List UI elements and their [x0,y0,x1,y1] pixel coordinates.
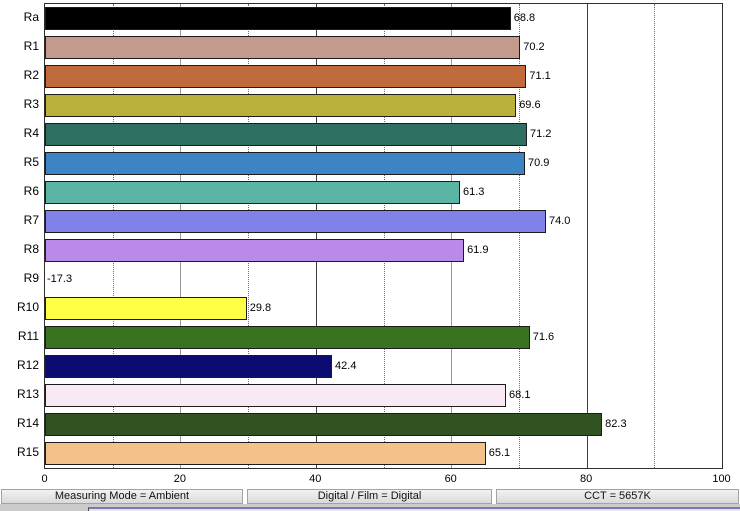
background-window-strip [0,504,740,511]
bar-r7 [45,210,546,233]
category-label-r6: R6 [23,184,39,198]
bar-value-r12: 42.4 [335,360,357,372]
category-label-r4: R4 [23,126,39,140]
bar-row-r6: 61.3 [45,178,722,207]
bar-r13 [45,384,507,407]
bar-value-r2: 71.1 [529,70,551,82]
bar-value-r14: 82.3 [605,418,627,430]
category-label-ra: Ra [23,10,39,24]
category-label-r3: R3 [23,97,39,111]
bar-row-r8: 61.9 [45,236,722,265]
status-measuring-mode: Measuring Mode = Ambient [1,489,243,504]
bar-r2 [45,65,527,88]
bar-value-r5: 70.9 [527,157,550,169]
bar-value-r11: 71.6 [532,331,555,343]
category-label-r13: R13 [16,387,39,401]
category-label-r2: R2 [23,68,39,82]
bar-value-r7: 74.0 [548,215,571,227]
gridline-50 [383,4,385,468]
bar-row-r15: 65.1 [45,439,722,468]
bar-row-r13: 68.1 [45,381,722,410]
gridline-30 [248,4,250,468]
category-label-r15: R15 [16,445,39,459]
bar-row-r10: 29.8 [45,294,722,323]
bar-r6 [45,181,460,204]
bar-row-r2: 71.1 [45,62,722,91]
bar-r12 [45,355,333,378]
bar-row-r4: 71.2 [45,120,722,149]
bar-r15 [45,442,486,465]
bar-value-r13: 68.1 [509,389,531,401]
category-label-r9: R9 [23,271,39,285]
bar-r8 [45,239,465,262]
bar-value-r3: 69.6 [519,99,541,111]
bar-value-r1: 70.2 [523,41,545,53]
plot-area: 68.8 70.2 71.1 69.6 71.2 70.9 61.3 74.0 61.9 -17.… [44,3,723,469]
category-label-r12: R12 [16,358,39,372]
status-cct: CCT = 5657K [496,489,739,504]
gridline-40 [315,4,317,468]
category-label-r1: R1 [23,39,39,53]
bar-value-r6: 61.3 [463,186,485,198]
x-tick-20: 20 [173,473,187,485]
bar-row-r5: 70.9 [45,149,722,178]
bar-r10 [45,297,247,320]
category-label-r10: R10 [16,300,39,314]
bar-value-ra: 68.8 [513,12,536,24]
gridline-10 [112,4,114,468]
bar-row-r12: 42.4 [45,352,722,381]
category-label-r7: R7 [23,213,39,227]
bar-r11 [45,326,530,349]
bar-row-ra: 68.8 [45,4,722,33]
bar-row-r7: 74.0 [45,207,722,236]
x-tick-0: 0 [41,473,48,485]
bar-row-r1: 70.2 [45,33,722,62]
bar-row-r11: 71.6 [45,323,722,352]
category-label-r8: R8 [23,242,39,256]
bar-r4 [45,123,528,146]
x-tick-100: 100 [712,473,731,485]
bar-value-r15: 65.1 [488,447,511,459]
gridline-60 [451,4,453,468]
bar-value-r8: 61.9 [467,244,489,256]
bar-value-r10: 29.8 [249,302,272,314]
bar-r14 [45,413,603,436]
gridline-90 [654,4,656,468]
bar-row-r9: -17.3 [45,265,722,294]
status-digital-film: Digital / Film = Digital [247,489,492,504]
bar-ra [45,7,511,30]
bar-value-r4: 71.2 [530,128,552,140]
category-label-r5: R5 [23,155,39,169]
category-label-r14: R14 [16,416,39,430]
bar-row-r3: 69.6 [45,91,722,120]
gridline-80 [586,4,588,468]
x-tick-60: 60 [444,473,457,485]
bar-r3 [45,94,517,117]
gridline-70 [518,4,520,468]
x-tick-80: 80 [579,473,593,485]
bar-row-r14: 82.3 [45,410,722,439]
bar-value-r9: -17.3 [47,273,73,285]
x-tick-40: 40 [309,473,322,485]
bar-r1 [45,36,521,59]
category-label-r11: R11 [17,329,39,343]
bar-r5 [45,152,525,175]
background-window-top-edge [88,507,740,511]
gridline-20 [180,4,182,468]
